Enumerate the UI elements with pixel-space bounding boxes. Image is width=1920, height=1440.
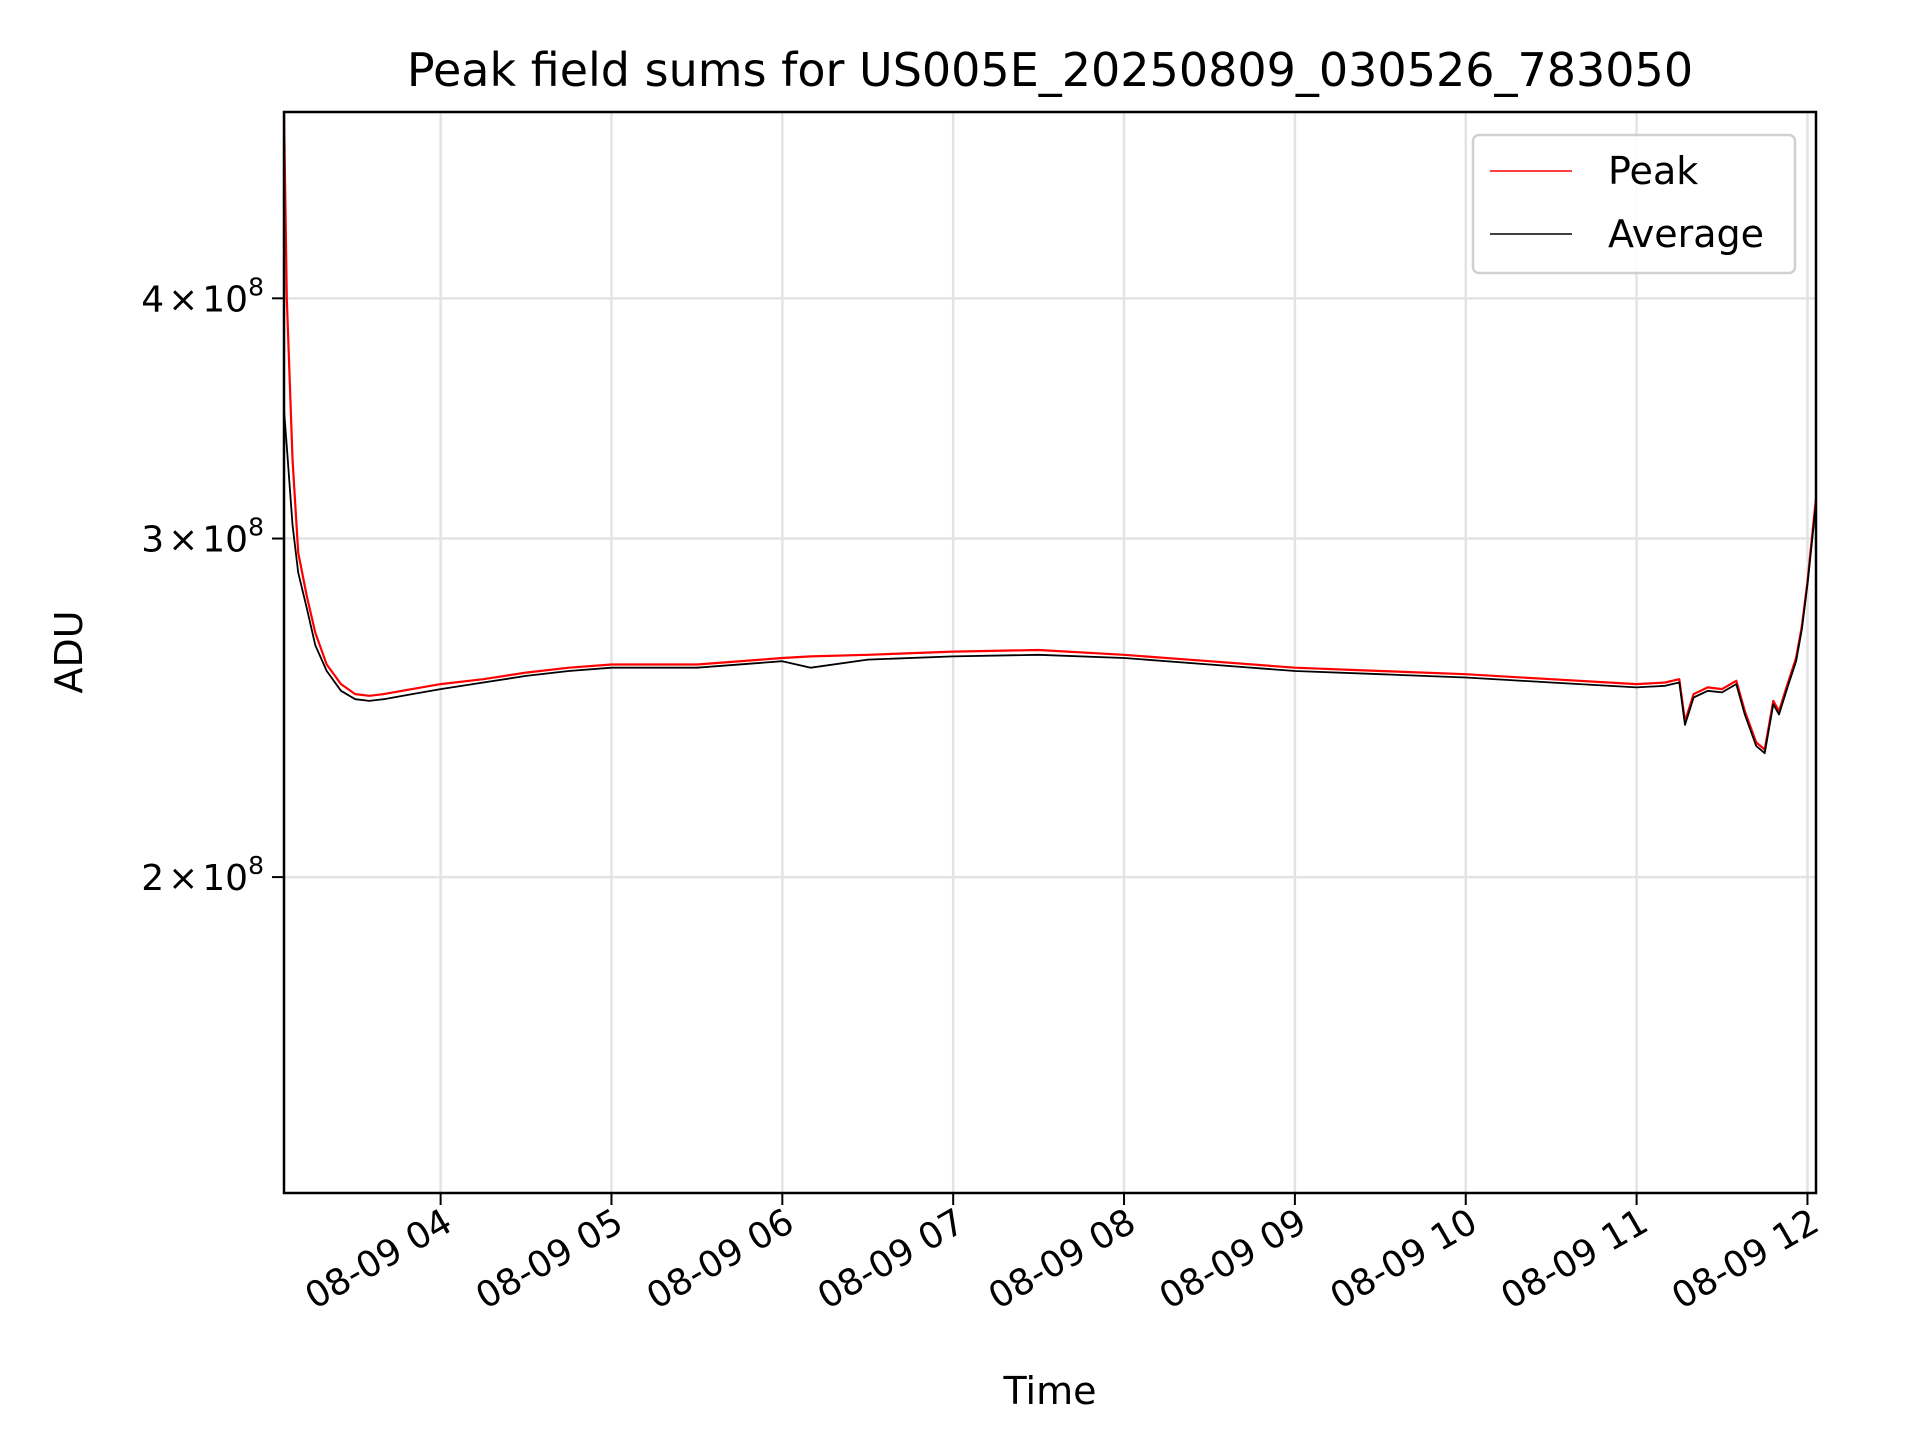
x-axis-ticks: 08-09 04 08-09 05 08-09 06 08-09 07 08-09 08… [298, 1193, 1826, 1318]
legend-label-average: Average [1608, 212, 1764, 256]
x-tick-label: 08-09 10 [1324, 1201, 1485, 1317]
x-tick-label: 08-09 09 [1153, 1201, 1314, 1317]
series-layer [284, 112, 1816, 755]
x-tick-label: 08-09 08 [982, 1201, 1143, 1317]
x-tick-label: 08-09 04 [298, 1201, 459, 1317]
legend: Peak Average [1471, 133, 1797, 275]
series-line-peak [284, 112, 1816, 751]
x-tick-label: 08-09 11 [1494, 1201, 1655, 1317]
x-tick-label: 08-09 07 [811, 1201, 972, 1317]
x-grid [439, 112, 1809, 1193]
y-axis-ticks: 2 × 108 3 × 108 4 × 108 [141, 272, 284, 899]
legend-box [1471, 133, 1797, 275]
y-grid [284, 297, 1816, 879]
plot-frame [282, 110, 1818, 1195]
x-axis-label: Time [1003, 1369, 1097, 1413]
legend-label-peak: Peak [1608, 149, 1698, 193]
y-tick-label: 2 × 108 [141, 851, 264, 899]
x-tick-label: 08-09 05 [469, 1201, 630, 1317]
series-line-average [284, 409, 1816, 755]
y-tick-label: 4 × 108 [141, 272, 264, 320]
y-tick-label: 3 × 108 [141, 513, 264, 561]
plot-background [284, 112, 1816, 1193]
chart-title: Peak field sums for US005E_20250809_0305… [407, 43, 1693, 97]
x-tick-label: 08-09 06 [640, 1201, 801, 1317]
y-axis-label: ADU [47, 610, 91, 693]
x-tick-label: 08-09 12 [1665, 1201, 1826, 1317]
